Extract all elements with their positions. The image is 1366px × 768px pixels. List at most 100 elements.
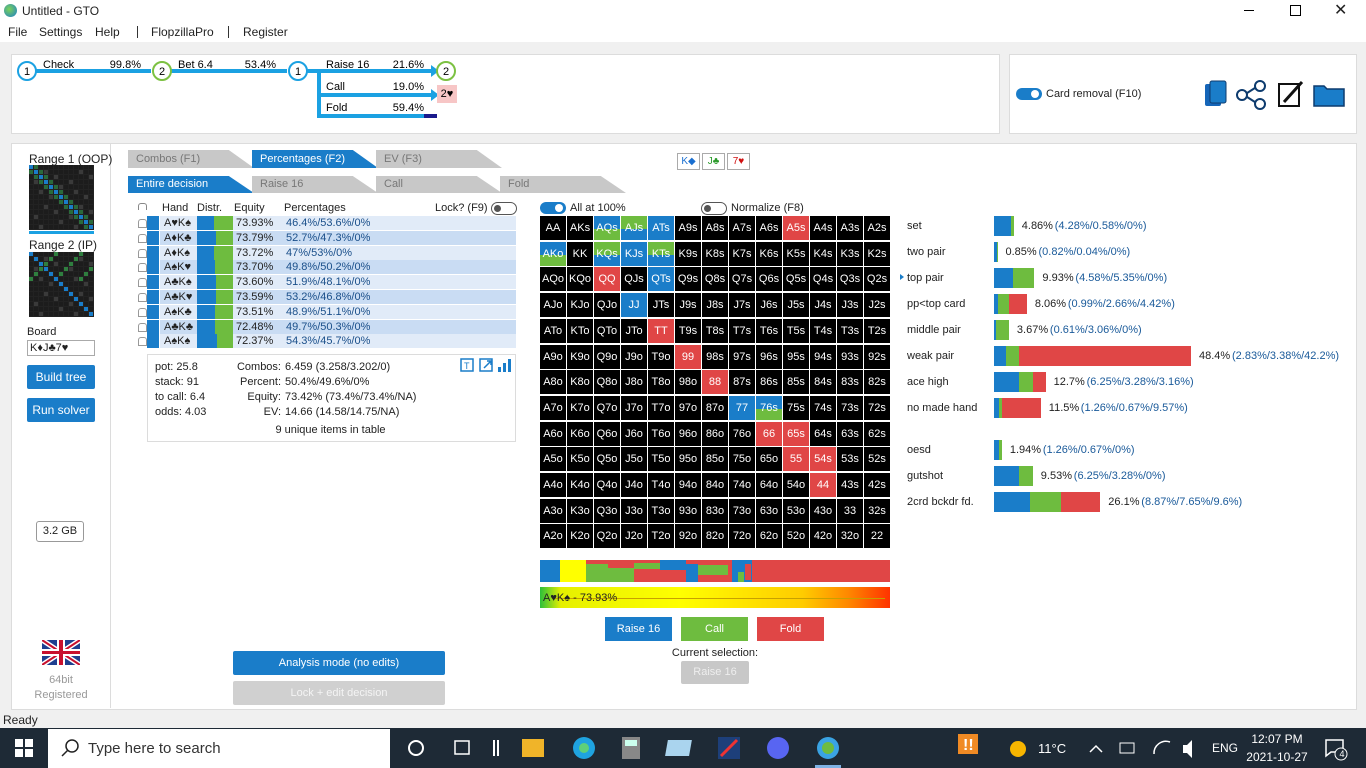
category-name[interactable]: oesd — [907, 444, 931, 456]
hand-cell[interactable]: K8s — [702, 241, 728, 266]
hand-cell[interactable]: 83o — [702, 498, 728, 523]
hand-cell[interactable]: J7o — [621, 395, 647, 420]
current-selection[interactable]: Raise 16 — [681, 661, 749, 684]
hand-cell[interactable]: 54s — [810, 447, 836, 472]
tab[interactable]: EV (F3) — [376, 150, 502, 168]
hand-cell[interactable]: J4o — [621, 473, 647, 497]
hand-cell[interactable]: J8o — [621, 370, 647, 395]
hand-cell[interactable]: QJo — [594, 293, 620, 318]
hand-cell[interactable]: 63s — [837, 421, 863, 446]
range2-grid[interactable] — [29, 252, 94, 317]
hand-cell[interactable]: T9o — [648, 344, 674, 369]
hand-cell[interactable]: 52s — [864, 447, 890, 472]
hand-cell[interactable]: Q9o — [594, 344, 620, 369]
hand-cell[interactable]: A5s — [783, 216, 809, 240]
hand-cell[interactable]: T7o — [648, 395, 674, 420]
category-name[interactable]: top pair — [907, 272, 944, 284]
hand-cell[interactable]: KTs — [648, 241, 674, 266]
hand-cell[interactable]: A8o — [540, 370, 566, 395]
all100-toggle[interactable] — [540, 202, 566, 214]
hand-cell[interactable]: Q8o — [594, 370, 620, 395]
hand-cell[interactable]: 42o — [810, 524, 836, 549]
hand-cell[interactable]: TT — [648, 318, 674, 343]
hand-cell[interactable]: 94o — [675, 473, 701, 497]
hand-cell[interactable]: A4o — [540, 473, 566, 497]
hand-cell[interactable]: 97s — [729, 344, 755, 369]
category-name[interactable]: 2crd bckdr fd. — [907, 496, 974, 508]
hand-cell[interactable]: 95s — [783, 344, 809, 369]
hand-cell[interactable]: J9s — [675, 293, 701, 318]
hand-cell[interactable]: A2o — [540, 524, 566, 549]
hand-cell[interactable]: A6o — [540, 421, 566, 446]
tree-node[interactable]: 1 — [24, 66, 30, 78]
hand-cell[interactable]: K6s — [756, 241, 782, 266]
hand-cell[interactable]: Q8s — [702, 267, 728, 292]
hand-cell[interactable]: K9s — [675, 241, 701, 266]
category-name[interactable]: ace high — [907, 376, 949, 388]
hand-cell[interactable]: JJ — [621, 293, 647, 318]
category-name[interactable]: gutshot — [907, 470, 944, 482]
hand-cell[interactable]: T3s — [837, 318, 863, 343]
hand-cell[interactable]: 85o — [702, 447, 728, 472]
hand-cell[interactable]: 92s — [864, 344, 890, 369]
hand-cell[interactable]: Q6s — [756, 267, 782, 292]
hand-cell[interactable]: 72o — [729, 524, 755, 549]
hand-cell[interactable]: 33 — [837, 498, 863, 523]
hand-cell[interactable]: J7s — [729, 293, 755, 318]
hand-cell[interactable]: T4o — [648, 473, 674, 497]
hand-cell[interactable]: Q3s — [837, 267, 863, 292]
hand-cell[interactable]: Q2o — [594, 524, 620, 549]
hand-cell[interactable]: 73o — [729, 498, 755, 523]
tree-node[interactable]: 2 — [443, 66, 449, 78]
hand-cell[interactable]: 87s — [729, 370, 755, 395]
hand-cell[interactable]: Q3o — [594, 498, 620, 523]
hand-cell[interactable]: K3s — [837, 241, 863, 266]
hand-cell[interactable]: 98o — [675, 370, 701, 395]
hand-cell[interactable]: 75s — [783, 395, 809, 420]
hand-cell[interactable]: AA — [540, 216, 566, 240]
hand-cell[interactable]: T7s — [729, 318, 755, 343]
hand-cell[interactable]: 93o — [675, 498, 701, 523]
hand-cell[interactable]: A3s — [837, 216, 863, 240]
hand-cell[interactable]: T8o — [648, 370, 674, 395]
hand-cell[interactable]: 96o — [675, 421, 701, 446]
hand-cell[interactable]: T6s — [756, 318, 782, 343]
hand-cell[interactable]: J6o — [621, 421, 647, 446]
hand-cell[interactable]: 53s — [837, 447, 863, 472]
hand-cell[interactable]: 64o — [756, 473, 782, 497]
hand-cell[interactable]: A6s — [756, 216, 782, 240]
hand-cell[interactable]: 65s — [783, 421, 809, 446]
hand-cell[interactable]: 84o — [702, 473, 728, 497]
hand-cell[interactable]: 82s — [864, 370, 890, 395]
hand-cell[interactable]: AKo — [540, 241, 566, 266]
hand-cell[interactable]: J2o — [621, 524, 647, 549]
hand-cell[interactable]: A7o — [540, 395, 566, 420]
hand-cell[interactable]: QTo — [594, 318, 620, 343]
hand-cell[interactable]: 75o — [729, 447, 755, 472]
subtab[interactable]: Entire decision — [128, 176, 254, 193]
hand-cell[interactable]: T5o — [648, 447, 674, 472]
hand-cell[interactable]: 93s — [837, 344, 863, 369]
hand-cell[interactable]: 66 — [756, 421, 782, 446]
hand-cell[interactable]: 62s — [864, 421, 890, 446]
normalize-toggle[interactable] — [701, 202, 727, 215]
menu-item[interactable]: Settings — [39, 25, 83, 39]
tree-node[interactable]: 2♥ — [441, 88, 454, 100]
category-name[interactable]: middle pair — [907, 324, 961, 336]
hand-cell[interactable]: AKs — [567, 216, 593, 240]
hand-cell[interactable]: T9s — [675, 318, 701, 343]
menu-item[interactable]: File — [8, 25, 28, 39]
category-name[interactable]: no made hand — [907, 402, 978, 414]
hand-cell[interactable]: 53o — [783, 498, 809, 523]
hand-cell[interactable]: AQs — [594, 216, 620, 240]
run-solver-button[interactable]: Run solver — [27, 398, 95, 422]
hand-cell[interactable]: K8o — [567, 370, 593, 395]
hand-cell[interactable]: 44 — [810, 473, 836, 497]
hand-cell[interactable]: K4s — [810, 241, 836, 266]
hand-cell[interactable]: 52o — [783, 524, 809, 549]
hand-cell[interactable]: 22 — [864, 524, 890, 549]
hand-cell[interactable]: 74o — [729, 473, 755, 497]
tab[interactable]: Combos (F1) — [128, 150, 254, 168]
hand-cell[interactable]: 32s — [864, 498, 890, 523]
range1-grid[interactable] — [29, 165, 94, 230]
